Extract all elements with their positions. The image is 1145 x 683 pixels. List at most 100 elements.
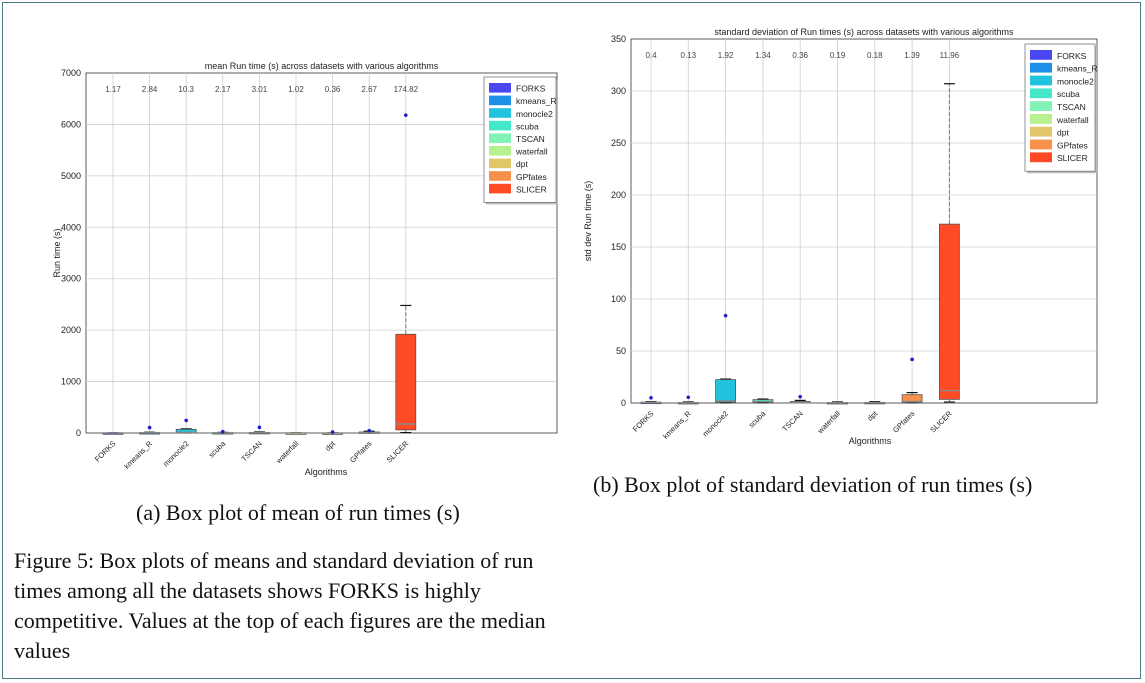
legend-entry: monocle2 [1057, 76, 1094, 86]
outlier-point [723, 313, 728, 318]
x-tick-label: FORKS [93, 439, 118, 464]
outlier-point [910, 357, 914, 362]
y-tick-label: 100 [611, 294, 626, 304]
subcaption-a: (a) Box plot of mean of run times (s) [136, 500, 460, 525]
legend-swatch [1030, 88, 1052, 99]
y-tick-label: 7000 [61, 68, 81, 78]
x-tick-label: GPfates [348, 439, 374, 465]
median-value-label: 2.67 [361, 85, 377, 94]
legend-swatch [1030, 139, 1052, 150]
box-GPfates [901, 394, 923, 403]
legend-swatch [489, 183, 511, 194]
x-axis-label: Algorithms [849, 436, 892, 446]
plot-area [85, 72, 558, 434]
box-monocle2 [715, 379, 737, 403]
legend-entry: dpt [1057, 128, 1069, 138]
y-tick-label: 6000 [61, 119, 81, 129]
x-tick-label: monocle2 [161, 439, 190, 468]
median-value-label: 2.84 [142, 85, 158, 94]
outlier-point [798, 394, 802, 399]
outlier-point [404, 113, 408, 117]
legend-swatch [489, 95, 511, 106]
legend-entry: monocle2 [516, 109, 553, 119]
y-tick-label: 5000 [61, 171, 81, 181]
plot-area [630, 38, 1098, 404]
y-tick-label: 200 [611, 190, 626, 200]
legend-entry: scuba [516, 121, 539, 131]
outlier-point [330, 430, 335, 434]
x-tick-label: scuba [747, 408, 768, 429]
legend-entry: FORKS [1057, 51, 1087, 61]
x-tick-label: FORKS [631, 409, 656, 434]
median-value-label: 0.4 [645, 51, 657, 60]
x-tick-label: waterfall [274, 439, 301, 466]
legend-swatch [489, 133, 511, 143]
outlier-point [221, 429, 225, 434]
legend-entry: waterfall [1056, 115, 1089, 125]
legend-entry: scuba [1057, 89, 1080, 99]
x-tick-label: scuba [207, 438, 228, 459]
y-tick-label: 150 [611, 242, 626, 252]
outlier-point [686, 395, 691, 400]
median-value-label: 11.96 [940, 51, 960, 60]
x-tick-label: TSCAN [780, 409, 804, 433]
median-value-label: 10.3 [178, 85, 194, 94]
legend-swatch [489, 83, 511, 93]
x-tick-label: waterfall [815, 409, 842, 436]
x-tick-label: TSCAN [239, 439, 263, 463]
legend-entry: SLICER [1057, 153, 1088, 163]
median-value-label: 2.17 [215, 85, 231, 94]
legend-entry: TSCAN [516, 134, 545, 144]
y-tick-label: 1000 [61, 377, 81, 387]
median-value-label: 1.92 [718, 51, 734, 60]
y-tick-label: 350 [611, 34, 626, 44]
legend-entry: kmeans_R [516, 96, 557, 106]
legend-entry: kmeans_R [1057, 64, 1098, 74]
y-tick-label: 50 [616, 346, 626, 356]
median-value-label: 174.82 [394, 85, 419, 94]
median-value-label: 1.02 [288, 85, 304, 94]
y-tick-label: 4000 [61, 222, 81, 232]
chart-title: standard deviation of Run times (s) acro… [714, 27, 1014, 37]
outlier-point [184, 418, 188, 423]
x-tick-label: GPfates [891, 409, 917, 435]
median-value-label: 0.36 [325, 85, 341, 94]
y-tick-label: 0 [621, 398, 626, 408]
x-tick-label: SLICER [385, 439, 411, 465]
y-axis-label: Run time (s) [52, 228, 62, 277]
y-axis-label: std dev Run time (s) [583, 181, 593, 262]
median-value-label: 1.17 [105, 85, 121, 94]
x-tick-label: kmeans_R [122, 439, 154, 471]
legend-swatch [1030, 152, 1052, 163]
legend-swatch [489, 158, 511, 169]
legend-swatch [1030, 126, 1052, 137]
x-tick-label: dpt [865, 408, 879, 422]
y-tick-label: 0 [76, 428, 81, 438]
box-SLICER [938, 223, 960, 400]
legend-swatch [489, 108, 511, 118]
legend-swatch [489, 171, 511, 181]
legend-entry: GPfates [1057, 140, 1088, 150]
legend-swatch [1030, 101, 1052, 111]
y-tick-label: 300 [611, 86, 626, 96]
legend-swatch [489, 120, 511, 131]
outlier-point [257, 425, 262, 430]
legend-entry: TSCAN [1057, 102, 1086, 112]
legend-entry: SLICER [516, 184, 547, 194]
legend-entry: dpt [516, 159, 528, 169]
x-tick-label: kmeans_R [661, 409, 693, 441]
legend-entry: GPfates [516, 172, 547, 182]
median-value-label: 1.34 [755, 51, 771, 60]
legend-swatch [1030, 50, 1052, 60]
x-tick-label: monocle2 [701, 409, 730, 438]
legend-swatch [489, 146, 511, 156]
subcaption-b: (b) Box plot of standard deviation of ru… [593, 472, 1033, 497]
median-value-label: 0.36 [792, 51, 808, 60]
y-tick-label: 3000 [61, 274, 81, 284]
box-SLICER [395, 333, 417, 431]
chart-title: mean Run time (s) across datasets with v… [205, 61, 439, 71]
x-tick-label: dpt [323, 438, 337, 452]
